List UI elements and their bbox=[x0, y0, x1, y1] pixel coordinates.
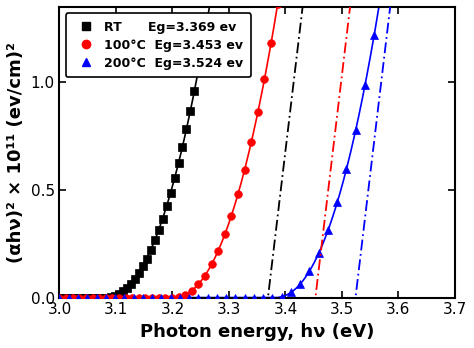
Legend: RT      Eg=3.369 ev, 100°C  Eg=3.453 ev, 200°C  Eg=3.524 ev: RT Eg=3.369 ev, 100°C Eg=3.453 ev, 200°C… bbox=[66, 13, 251, 77]
X-axis label: Photon energy, hν (eV): Photon energy, hν (eV) bbox=[140, 323, 374, 341]
Y-axis label: (αhν)² × 10¹¹ (ev/cm)²: (αhν)² × 10¹¹ (ev/cm)² bbox=[7, 42, 25, 263]
